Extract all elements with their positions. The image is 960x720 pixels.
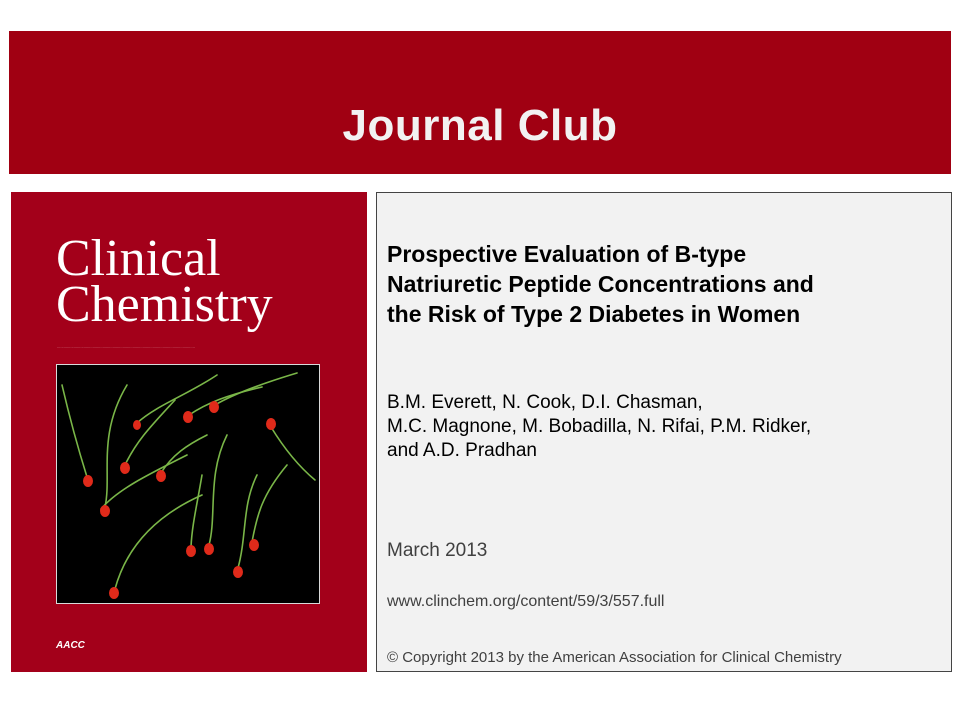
journal-title-line-2: Chemistry: [56, 276, 273, 333]
journal-title: Clinical Chemistry: [56, 230, 273, 333]
sperm-cells-image: [61, 372, 316, 599]
journal-title-line-1: Clinical: [56, 230, 221, 287]
article-title: Prospective Evaluation of B-type Natriur…: [387, 239, 943, 329]
authors-line-2: M.C. Magnone, M. Bobadilla, N. Rifai, P.…: [387, 416, 812, 437]
authors-line-3: and A.D. Pradhan: [387, 440, 537, 461]
banner-title: Journal Club: [342, 101, 618, 150]
article-title-line-3: the Risk of Type 2 Diabetes in Women: [387, 301, 801, 327]
cover-photo: [56, 364, 320, 604]
article-url: www.clinchem.org/content/59/3/557.full: [387, 593, 665, 610]
cover-fine-print: ........................................…: [57, 344, 195, 349]
authors-line-1: B.M. Everett, N. Cook, D.I. Chasman,: [387, 392, 703, 413]
article-authors: B.M. Everett, N. Cook, D.I. Chasman, M.C…: [387, 391, 943, 463]
copyright-notice: © Copyright 2013 by the American Associa…: [387, 649, 842, 666]
header-banner: Journal Club: [9, 31, 951, 174]
aacc-logo: AACC: [56, 640, 85, 651]
publication-date: March 2013: [387, 540, 488, 561]
article-title-line-2: Natriuretic Peptide Concentrations and: [387, 271, 814, 297]
journal-cover: Clinical Chemistry .....................…: [11, 192, 367, 672]
article-title-line-1: Prospective Evaluation of B-type: [387, 241, 747, 267]
article-info-panel: Prospective Evaluation of B-type Natriur…: [376, 192, 952, 672]
